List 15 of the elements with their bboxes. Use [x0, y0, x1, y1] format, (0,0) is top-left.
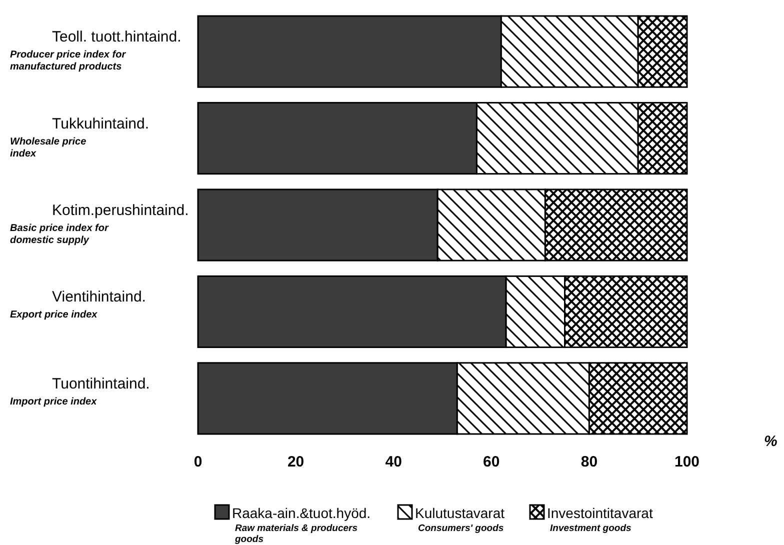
x-axis-title: % — [764, 433, 778, 450]
x-tick-label: 40 — [385, 454, 402, 471]
legend-label: Kulutustavarat Consumers' goods — [415, 505, 505, 534]
y-tick-label: Teoll. tuott.hintaind. Producer price index for manufactured products — [10, 28, 182, 73]
y-tick-label: Tuontihintaind. Import price index — [10, 375, 150, 408]
x-tick-label: 100 — [674, 454, 700, 471]
x-tick-label: 80 — [580, 454, 598, 471]
y-tick-label: Kotim.perushintaind. Basic price index for domestic supply — [10, 202, 189, 246]
x-tick-label: 0 — [194, 454, 202, 471]
x-tick-label: 60 — [483, 454, 500, 471]
y-tick-label: Tukkuhintaind. Wholesale price index — [10, 115, 150, 160]
legend-label: Raaka-ain.&tuot.hyöd. Raw materials & producers goods — [232, 505, 371, 545]
legend-label: Investointitavarat Investment goods — [547, 505, 653, 534]
x-tick-label: 20 — [287, 454, 304, 471]
y-tick-label: Vientihintaind. Export price index — [10, 288, 146, 321]
